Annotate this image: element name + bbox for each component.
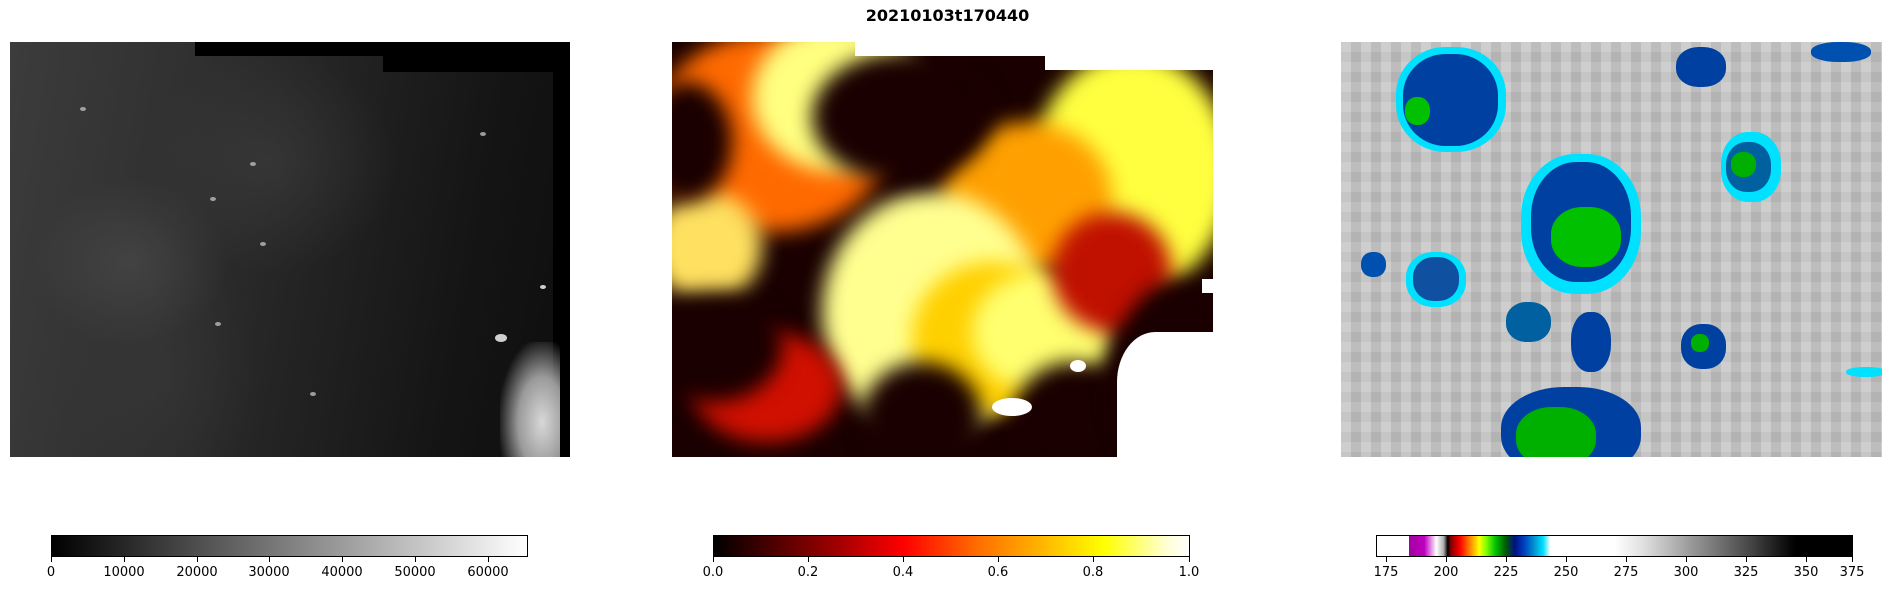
- tick-mark: [1189, 557, 1190, 562]
- tick-label: 200: [1433, 565, 1459, 580]
- tick-mark: [342, 557, 343, 562]
- field-blob: [672, 192, 762, 302]
- sar-image: [10, 42, 570, 457]
- bright-spot: [540, 285, 546, 289]
- tick-label: 0.4: [892, 565, 914, 580]
- tick-label: 0.8: [1082, 565, 1104, 580]
- sar-image-panel: [10, 42, 570, 457]
- tick-mark: [488, 557, 489, 562]
- no-data-region: [1117, 332, 1213, 457]
- tick-label: 60000: [467, 565, 509, 580]
- tick-mark: [124, 557, 125, 562]
- tick-label: 325: [1733, 565, 1759, 580]
- tick-label: 0: [46, 565, 56, 580]
- tick-mark: [1566, 557, 1567, 562]
- tick-label: 375: [1839, 565, 1865, 580]
- tick-label: 0.0: [702, 565, 724, 580]
- colorbar-ticks-hot: 0.0 0.2 0.4 0.6 0.8 1.0: [703, 557, 1199, 587]
- tick-mark: [713, 557, 714, 562]
- tick-label: 40000: [321, 565, 363, 580]
- cloud-cell: [1361, 252, 1386, 277]
- cloud-cell: [1413, 257, 1459, 301]
- tick-mark: [269, 557, 270, 562]
- tick-label: 50000: [394, 565, 436, 580]
- field-blob: [812, 52, 992, 182]
- tick-label: 275: [1613, 565, 1639, 580]
- cloud-cell: [1811, 42, 1871, 62]
- tick-mark: [1506, 557, 1507, 562]
- no-data-region: [1045, 42, 1213, 70]
- tick-mark: [808, 557, 809, 562]
- field-blob: [672, 292, 782, 402]
- tick-label: 0.6: [987, 565, 1009, 580]
- cloud-cell: [1846, 367, 1882, 377]
- bright-spot: [480, 132, 486, 136]
- tick-mark: [1806, 557, 1807, 562]
- bright-spot: [260, 242, 266, 246]
- temperature-map: [1341, 42, 1882, 457]
- tick-mark: [1852, 557, 1853, 562]
- tick-mark: [1626, 557, 1627, 562]
- tick-mark: [1386, 557, 1387, 562]
- figure-title: 20210103t170440: [865, 6, 1030, 25]
- tick-mark: [1093, 557, 1094, 562]
- bright-spot: [250, 162, 256, 166]
- tick-mark: [197, 557, 198, 562]
- no-data-region: [383, 42, 570, 72]
- no-data-region: [1070, 360, 1086, 372]
- coastline-region: [500, 342, 560, 457]
- cloud-cell: [1676, 47, 1726, 87]
- bright-spot: [80, 107, 86, 111]
- tick-label: 300: [1673, 565, 1699, 580]
- tick-label: 350: [1793, 565, 1819, 580]
- no-data-region: [1202, 279, 1213, 293]
- colorbar-grayscale: [51, 535, 528, 557]
- tick-mark: [1446, 557, 1447, 562]
- tick-label: 10000: [103, 565, 145, 580]
- colorbar-ticks-temperature: 175 200 225 250 275 300 325 350 375: [1373, 557, 1864, 587]
- colorbar-ticks-grayscale: 0 10000 20000 30000 40000 50000 60000: [47, 557, 528, 587]
- tick-mark: [1686, 557, 1687, 562]
- bright-spot: [210, 197, 216, 201]
- tick-mark: [998, 557, 999, 562]
- cloud-cell: [1731, 152, 1756, 177]
- temperature-map-panel: [1341, 42, 1882, 457]
- cloud-cell: [1571, 312, 1611, 372]
- tick-mark: [903, 557, 904, 562]
- bright-spot: [215, 322, 221, 326]
- field-blob: [862, 362, 982, 457]
- bright-spot: [495, 334, 507, 342]
- tick-mark: [1746, 557, 1747, 562]
- probability-map-panel: [672, 42, 1213, 457]
- bright-spot: [310, 392, 316, 396]
- no-data-region: [855, 42, 1045, 56]
- tick-label: 0.2: [797, 565, 819, 580]
- cloud-cell: [1506, 302, 1551, 342]
- tick-mark: [415, 557, 416, 562]
- no-data-region: [992, 398, 1032, 416]
- colorbar-temperature: [1376, 535, 1853, 557]
- tick-label: 250: [1553, 565, 1579, 580]
- cloud-cell: [1551, 207, 1621, 267]
- tick-label: 225: [1493, 565, 1519, 580]
- cloud-cell: [1405, 97, 1430, 125]
- cloud-cell: [1691, 334, 1709, 352]
- colorbar-hot: [713, 535, 1190, 557]
- tick-label: 1.0: [1178, 565, 1200, 580]
- tick-mark: [51, 557, 52, 562]
- cloud-cell: [1516, 407, 1596, 457]
- probability-map: [672, 42, 1213, 457]
- tick-label: 30000: [248, 565, 290, 580]
- tick-label: 175: [1373, 565, 1399, 580]
- tick-label: 20000: [176, 565, 218, 580]
